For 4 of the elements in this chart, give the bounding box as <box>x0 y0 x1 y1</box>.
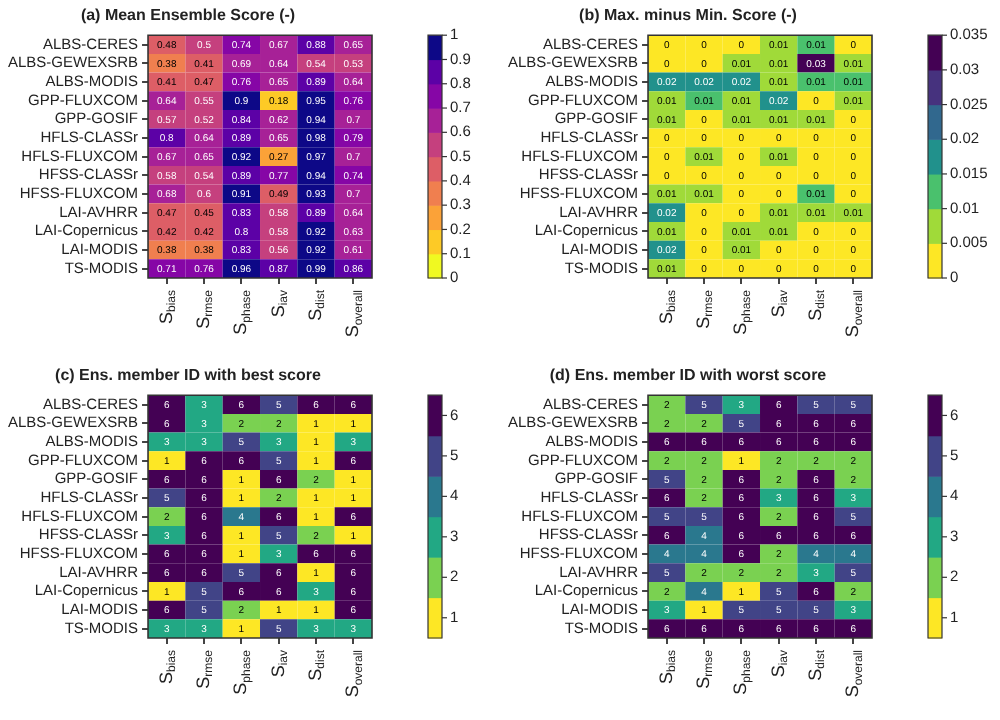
chart-title: (c) Ens. member ID with best score <box>55 366 323 385</box>
chart-title: (a) Mean Ensemble Score (-) <box>80 6 296 25</box>
chart-title: (b) Max. minus Min. Score (-) <box>579 6 798 25</box>
chart-title: (d) Ens. member ID with worst score <box>549 366 828 385</box>
